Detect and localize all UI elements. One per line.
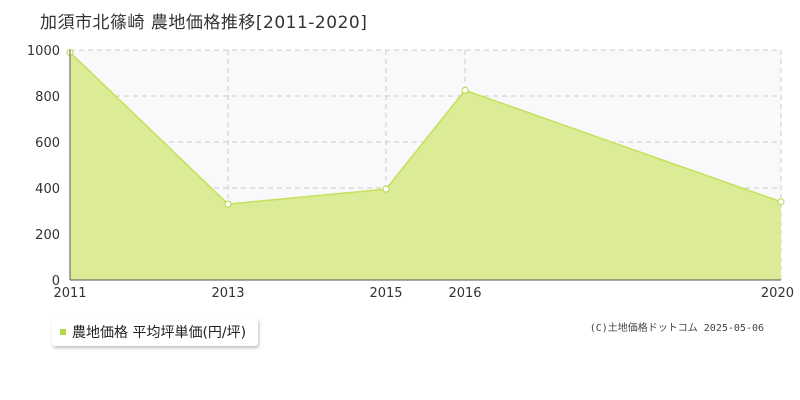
copyright-text: (C)土地価格ドットコム 2025-05-06 <box>589 323 764 334</box>
data-point <box>382 185 390 193</box>
y-tick-label: 600 <box>35 136 60 151</box>
x-tick-label: 2011 <box>53 286 86 301</box>
legend: 農地価格 平均坪単価(円/坪) <box>52 318 259 346</box>
legend-label: 農地価格 平均坪単価(円/坪) <box>72 325 247 341</box>
x-tick-label: 2015 <box>369 286 402 301</box>
x-tick-label: 2016 <box>448 286 481 301</box>
x-tick-labels: 2011 2013 2015 2016 2020 <box>53 286 794 301</box>
legend-swatch <box>60 329 66 335</box>
chart-title: 加須市北篠崎 農地価格推移[2011-2020] <box>40 13 368 33</box>
data-point <box>777 198 785 206</box>
data-point <box>224 200 232 208</box>
y-tick-label: 800 <box>35 90 60 105</box>
y-tick-label: 200 <box>35 228 60 243</box>
y-tick-label: 1000 <box>27 44 60 59</box>
x-tick-label: 2020 <box>761 286 794 301</box>
data-point <box>461 86 469 94</box>
y-tick-labels: 0 200 400 600 800 1000 <box>27 44 60 289</box>
series-area <box>70 52 781 280</box>
x-tick-label: 2013 <box>211 286 244 301</box>
y-tick-label: 400 <box>35 182 60 197</box>
y-tick-label: 0 <box>52 274 60 289</box>
